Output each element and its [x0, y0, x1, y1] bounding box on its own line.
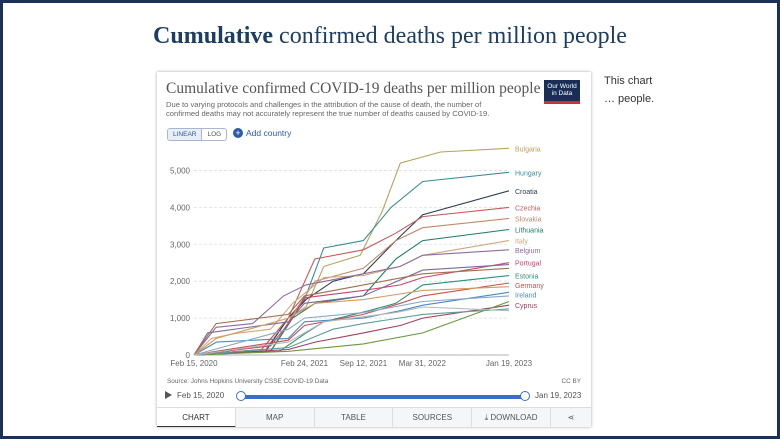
series-label-croatia: Croatia [515, 189, 538, 196]
series-line-czechia [193, 206, 510, 356]
series-line-belgium [193, 249, 510, 356]
side-text: This chart … people. [604, 75, 655, 105]
page-title-bold: Cumulative [153, 23, 274, 49]
series-line-hungary [193, 171, 510, 356]
page-title-rest: confirmed deaths per million people [273, 23, 627, 49]
owid-logo[interactable]: Our World in Data [544, 80, 580, 104]
series-label-portugal: Portugal [515, 261, 542, 268]
tab-sources[interactable]: SOURCES [393, 408, 473, 427]
timeline-start-label: Feb 15, 2020 [177, 391, 225, 400]
download-icon: ⤓ [484, 413, 491, 422]
play-icon[interactable] [165, 391, 172, 399]
y-tick-label: 4,000 [170, 203, 191, 212]
y-tick-label: 5,000 [170, 166, 191, 175]
tab-download[interactable]: ⤓ DOWNLOAD [472, 408, 551, 427]
timeline: Feb 15, 2020 Jan 19, 2023 [165, 390, 583, 404]
x-tick-label: Feb 15, 2020 [170, 359, 218, 368]
y-tick-label: 0 [186, 351, 191, 360]
x-tick-label: Sep 12, 2021 [340, 359, 388, 368]
add-country-label: Add country [246, 128, 292, 138]
series-line [193, 295, 510, 356]
series-line-lithuania [193, 228, 510, 356]
log-button[interactable]: LOG [207, 131, 222, 138]
chart-card: Cumulative confirmed COVID-19 deaths per… [157, 72, 591, 427]
chart-tabs: CHART MAP TABLE SOURCES ⤓ DOWNLOAD ⋖ [157, 407, 591, 427]
timeline-track[interactable] [241, 395, 525, 399]
page: Cumulative confirmed deaths per million … [3, 3, 777, 436]
chart-subtitle: Due to varying protocols and challenges … [166, 100, 490, 118]
x-tick-label: Feb 24, 2021 [281, 359, 329, 368]
series-label-cyprus: Cyprus [515, 303, 538, 310]
x-tick-label: Mar 31, 2022 [399, 359, 447, 368]
source-note: Source: Johns Hopkins University CSSE CO… [167, 378, 329, 385]
series-line-ireland [193, 291, 510, 356]
series-line-cyprus [193, 304, 510, 356]
scale-toggle: LINEAR LOG [167, 128, 228, 141]
y-tick-label: 1,000 [170, 314, 191, 323]
series-line-portugal [193, 262, 510, 356]
timeline-start-handle[interactable] [236, 391, 246, 401]
series-line [193, 308, 510, 356]
series-label-italy: Italy [515, 239, 528, 246]
series-label-bulgaria: Bulgaria [515, 146, 541, 153]
tab-download-label: DOWNLOAD [490, 413, 538, 422]
linear-button[interactable]: LINEAR [168, 129, 203, 140]
y-tick-label: 3,000 [170, 240, 191, 249]
tab-chart[interactable]: CHART [157, 408, 236, 427]
tab-map[interactable]: MAP [236, 408, 315, 427]
series-label-czechia: Czechia [515, 205, 540, 212]
series-label-lithuania: Lithuania [515, 228, 544, 235]
timeline-end-label: Jan 19, 2023 [535, 391, 582, 400]
chart-title: Cumulative confirmed COVID-19 deaths per… [166, 80, 541, 97]
share-button[interactable]: ⋖ [551, 408, 591, 427]
series-label-belgium: Belgium [515, 248, 540, 255]
series-label-germany: Germany [515, 283, 544, 290]
add-country-button[interactable]: + Add country [233, 128, 291, 138]
series-line [193, 286, 510, 356]
x-tick-label: Jan 19, 2023 [486, 359, 533, 368]
y-tick-label: 2,000 [170, 277, 191, 286]
tab-table[interactable]: TABLE [315, 408, 394, 427]
page-title: Cumulative confirmed deaths per million … [3, 23, 777, 50]
series-line [193, 267, 510, 356]
timeline-end-handle[interactable] [520, 391, 530, 401]
series-line [193, 300, 510, 356]
license-link[interactable]: CC BY [561, 378, 581, 385]
series-label-hungary: Hungary [515, 170, 542, 177]
series-label-estonia: Estonia [515, 274, 538, 281]
series-line [193, 264, 510, 356]
series-label-slovakia: Slovakia [515, 216, 542, 223]
series-label-ireland: Ireland [515, 293, 537, 300]
series-line-croatia [193, 190, 510, 356]
series-line [193, 306, 510, 356]
line-chart[interactable]: 0 1,000 2,000 3,000 4,000 5,000 Feb 15, 2020 Fe… [157, 142, 591, 378]
share-icon: ⋖ [567, 413, 575, 422]
plus-icon: + [233, 128, 243, 138]
